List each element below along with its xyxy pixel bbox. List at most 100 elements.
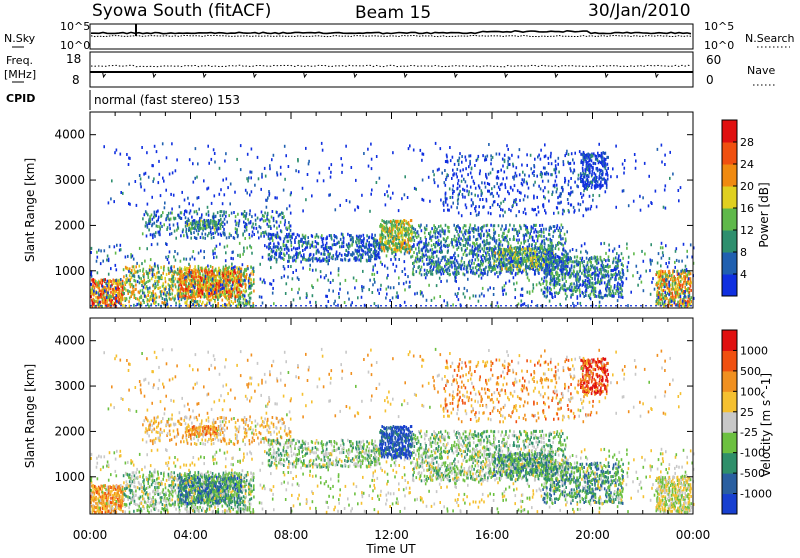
power-pixel xyxy=(448,209,450,212)
power-pixel xyxy=(510,187,512,190)
power-pixel xyxy=(408,147,410,150)
power-pixel xyxy=(335,243,337,246)
power-pixel xyxy=(461,214,463,217)
power-pixel xyxy=(414,239,416,242)
power-pixel xyxy=(208,162,210,165)
power-pixel xyxy=(535,256,537,259)
power-pixel xyxy=(319,172,321,175)
power-pixel xyxy=(570,269,572,272)
power-pixel xyxy=(448,259,450,262)
power-pixel xyxy=(149,271,151,274)
power-pixel xyxy=(90,295,92,298)
power-pixel xyxy=(571,282,573,285)
power-pixel xyxy=(546,295,548,298)
power-pixel xyxy=(415,247,417,250)
power-pixel xyxy=(498,238,500,241)
power-pixel xyxy=(286,207,288,210)
power-pixel xyxy=(583,264,585,267)
power-pixel xyxy=(243,279,245,282)
power-pixel xyxy=(526,265,528,268)
power-pixel xyxy=(563,210,565,213)
power-pixel xyxy=(349,200,351,203)
nsky-label: N.Sky xyxy=(4,32,36,45)
power-pixel xyxy=(350,253,352,256)
power-pixel xyxy=(533,240,535,243)
power-pixel xyxy=(551,162,553,165)
power-pixel xyxy=(229,298,231,301)
power-pixel xyxy=(250,220,252,223)
power-pixel xyxy=(231,290,233,293)
power-pixel xyxy=(582,280,584,283)
power-pixel xyxy=(330,171,332,174)
power-pixel xyxy=(503,258,505,261)
power-pixel xyxy=(434,226,436,229)
power-pixel xyxy=(154,145,156,148)
power-pixel xyxy=(226,291,228,294)
power-pixel xyxy=(390,197,392,200)
power-pixel xyxy=(440,225,442,228)
nave-tick-bottom: 0 xyxy=(706,73,714,87)
power-pixel xyxy=(474,224,476,227)
power-pixel xyxy=(348,251,350,254)
power-pixel xyxy=(551,249,553,252)
power-pixel xyxy=(586,153,588,156)
power-pixel xyxy=(251,215,253,218)
power-pixel xyxy=(208,210,210,213)
power-pixel xyxy=(521,264,523,267)
power-pixel xyxy=(181,292,183,295)
power-pixel xyxy=(501,267,503,270)
power-pixel xyxy=(580,180,582,183)
power-pixel xyxy=(222,221,224,224)
power-pixel xyxy=(500,228,502,231)
power-pixel xyxy=(591,173,593,176)
power-pixel xyxy=(449,265,451,268)
power-pixel xyxy=(179,284,181,287)
power-pixel xyxy=(295,248,297,251)
power-pixel xyxy=(247,153,249,156)
power-pixel xyxy=(163,223,165,226)
power-pixel xyxy=(554,286,556,289)
power-pixel xyxy=(194,177,196,180)
power-pixel xyxy=(199,300,201,303)
power-pixel xyxy=(484,182,486,185)
power-pixel xyxy=(578,273,580,276)
power-pixel xyxy=(394,248,396,251)
power-pixel xyxy=(522,253,524,256)
power-pixel xyxy=(361,194,363,197)
power-pixel xyxy=(543,249,545,252)
power-pixel xyxy=(257,156,259,159)
power-pixel xyxy=(549,247,551,250)
power-pixel xyxy=(520,192,522,195)
power-pixel xyxy=(532,172,534,175)
power-pixel xyxy=(585,173,587,176)
power-pixel xyxy=(573,282,575,285)
power-pixel xyxy=(420,149,422,152)
power-pixel xyxy=(417,255,419,258)
power-pixel xyxy=(246,212,248,215)
power-pixel xyxy=(603,267,605,270)
power-pixel xyxy=(451,238,453,241)
power-pixel xyxy=(543,231,545,234)
power-pixel xyxy=(393,243,395,246)
power-pixel xyxy=(251,291,253,294)
power-pixel xyxy=(239,219,241,222)
power-pixel xyxy=(459,157,461,160)
power-pixel xyxy=(444,181,446,184)
power-pixel xyxy=(148,305,150,308)
power-pixel xyxy=(408,228,410,231)
power-pixel xyxy=(371,189,373,192)
power-pixel xyxy=(246,273,248,276)
power-pixel xyxy=(201,295,203,298)
power-pixel xyxy=(530,249,532,252)
power-pixel xyxy=(473,231,475,234)
power-pixel xyxy=(270,237,272,240)
power-pixel xyxy=(185,209,187,212)
power-pixel xyxy=(358,255,360,258)
power-pixel xyxy=(297,158,299,161)
power-pixel xyxy=(505,186,507,189)
power-pixel xyxy=(444,244,446,247)
power-pixel xyxy=(166,217,168,220)
power-pixel xyxy=(120,191,122,194)
power-pixel xyxy=(357,239,359,242)
power-pixel xyxy=(242,283,244,286)
